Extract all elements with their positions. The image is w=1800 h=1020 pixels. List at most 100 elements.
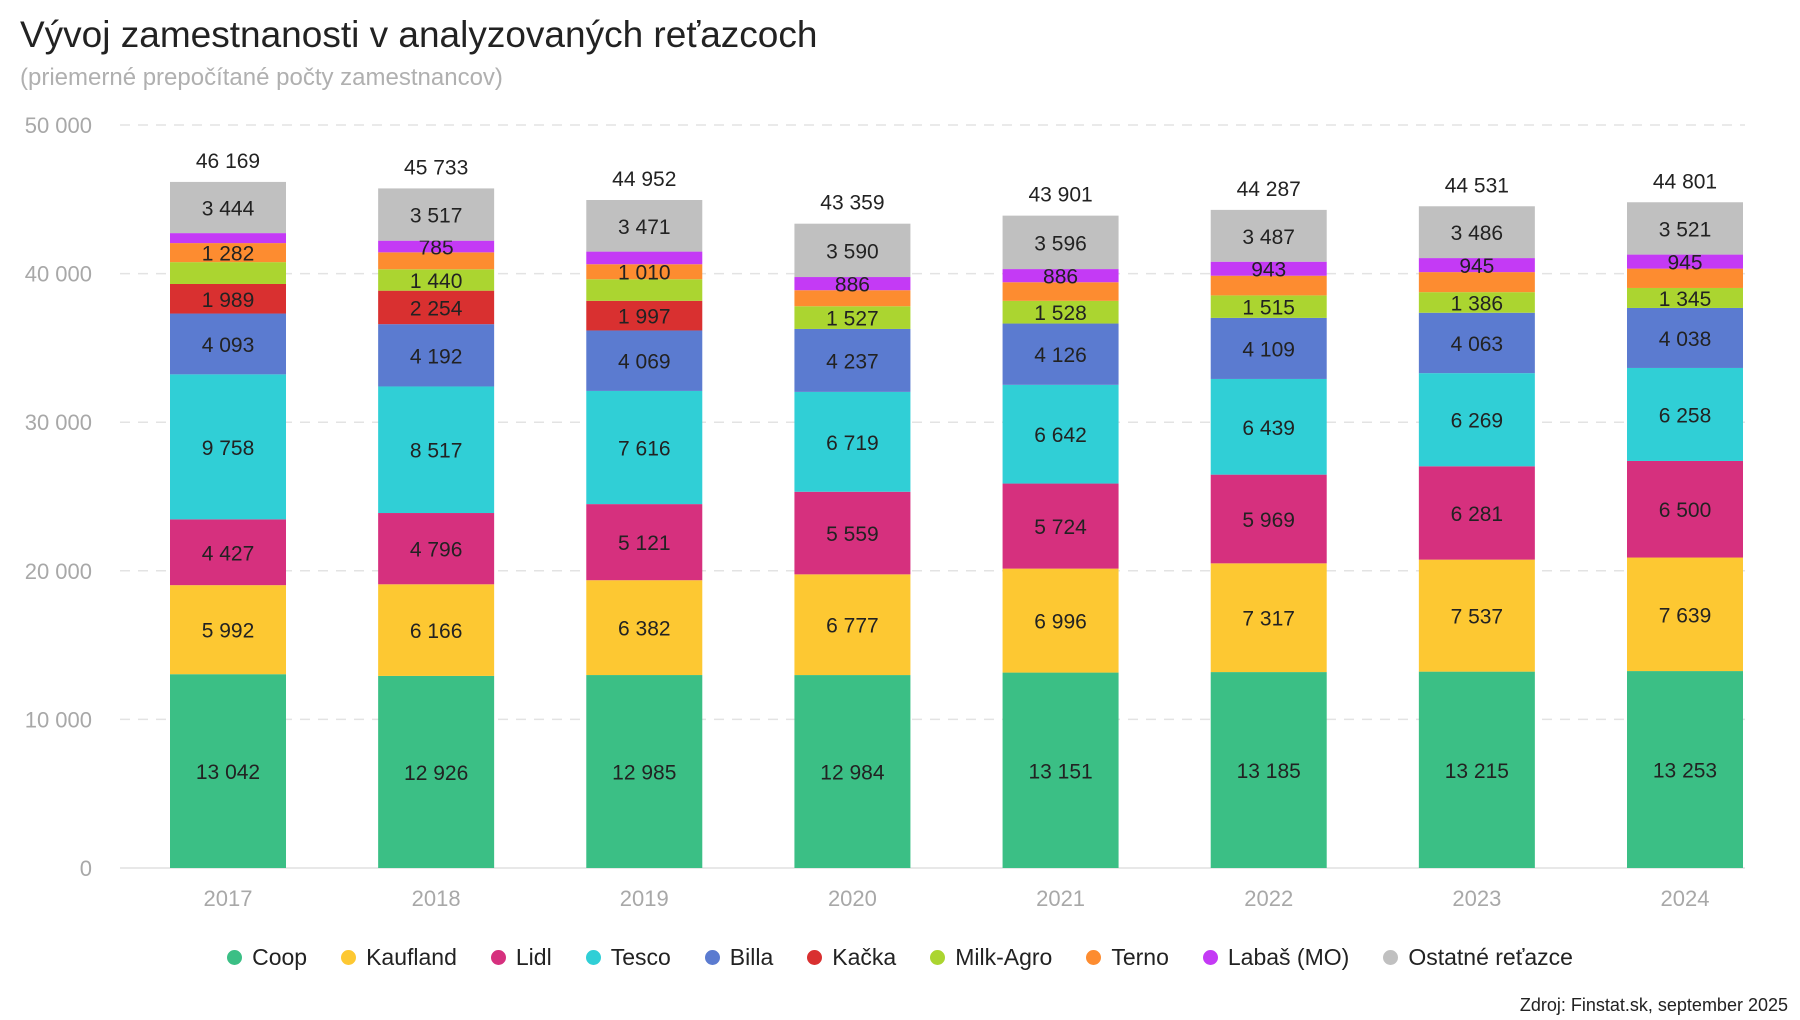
legend-label: Ostatné reťazce [1408, 944, 1573, 970]
bar-segment [1418, 292, 1535, 313]
bar-segment [794, 277, 911, 291]
legend-item[interactable]: Labaš (MO) [1202, 944, 1350, 971]
legend-item[interactable]: Terno [1086, 944, 1169, 971]
x-tick-label: 2019 [620, 886, 669, 911]
bar-segment [1210, 317, 1327, 379]
data-label: 1 386 [1451, 292, 1504, 315]
legend-label: Labaš (MO) [1227, 944, 1350, 970]
bar-segment [378, 386, 495, 514]
data-label: 4 109 [1242, 338, 1295, 361]
x-tick-label: 2021 [1036, 886, 1085, 911]
bar-segment [1627, 202, 1743, 255]
total-label: 44 531 [1445, 174, 1509, 197]
bar-segment [1210, 295, 1327, 318]
bar-segment [378, 584, 495, 676]
data-label: 1 282 [202, 243, 255, 266]
data-label: 6 719 [826, 432, 879, 455]
bar-segment [586, 675, 703, 868]
legend-dot-icon [1383, 950, 1399, 965]
data-label: 6 166 [410, 620, 463, 643]
bar-segment [586, 330, 703, 391]
bar-segment [1210, 261, 1327, 276]
data-label: 1 989 [202, 289, 255, 312]
bar-segment [1002, 300, 1119, 324]
bar-segment [1627, 268, 1743, 288]
data-label: 4 126 [1034, 344, 1087, 367]
bar-segment [586, 251, 703, 265]
bar-segment [1210, 275, 1327, 296]
data-label: 5 992 [202, 620, 255, 643]
data-label: 1 997 [618, 306, 671, 329]
data-label: 5 121 [618, 532, 671, 555]
data-label: 6 439 [1242, 417, 1295, 440]
bar-segment [586, 264, 703, 280]
total-label: 44 287 [1237, 178, 1301, 201]
legend: Coop Kaufland Lidl Tesco Billa Kačka Milk-Agro… [0, 944, 1800, 971]
data-label: 1 345 [1659, 288, 1712, 311]
bar-segment [586, 504, 703, 581]
bar-segment [1418, 272, 1535, 293]
total-label: 44 952 [612, 168, 676, 191]
data-label: 3 521 [1659, 218, 1712, 241]
data-label: 3 486 [1451, 222, 1504, 245]
bar-segment [1002, 568, 1119, 673]
bar-segment [794, 574, 911, 676]
data-label: 5 724 [1034, 516, 1087, 539]
data-label: 3 596 [1034, 232, 1087, 255]
bar-segment [794, 306, 911, 329]
data-label: 13 253 [1653, 760, 1717, 783]
data-label: 4 093 [202, 334, 255, 357]
legend-item[interactable]: Tesco [585, 944, 671, 971]
bar-segment [794, 675, 911, 868]
x-tick-label: 2023 [1452, 886, 1501, 911]
bar-segment [586, 300, 703, 331]
data-label: 7 639 [1659, 604, 1712, 627]
y-tick-label: 30 000 [25, 410, 92, 435]
legend-item[interactable]: Kaufland [341, 944, 457, 971]
y-tick-label: 40 000 [25, 262, 92, 287]
legend-item[interactable]: Lidl [490, 944, 552, 971]
x-tick-label: 2024 [1661, 886, 1710, 911]
bar-segment [170, 181, 286, 234]
data-label: 1 010 [618, 262, 671, 285]
legend-item[interactable]: Billa [704, 944, 773, 971]
data-label: 886 [835, 274, 870, 297]
bar-segment [1002, 384, 1119, 484]
data-label: 886 [1043, 266, 1078, 289]
data-label: 4 069 [618, 351, 671, 374]
legend-item[interactable]: Coop [227, 944, 307, 971]
legend-item[interactable]: Kačka [807, 944, 896, 971]
data-label: 4 192 [410, 345, 463, 368]
data-label: 1 527 [826, 308, 879, 331]
bar-segment [378, 324, 495, 387]
bar-segment [1210, 378, 1327, 475]
legend-label: Tesco [610, 944, 671, 970]
data-label: 12 984 [820, 762, 885, 785]
data-label: 943 [1251, 259, 1286, 282]
legend-item[interactable]: Ostatné reťazce [1383, 944, 1573, 971]
bar-segment [170, 283, 286, 314]
bar-segment [1627, 557, 1743, 672]
data-label: 5 969 [1242, 509, 1295, 532]
bar-segment [170, 233, 286, 244]
bar-segment [1418, 671, 1535, 868]
data-label: 6 269 [1451, 410, 1504, 433]
data-label: 1 515 [1242, 297, 1295, 320]
legend-item[interactable]: Milk-Agro [930, 944, 1052, 971]
bar-segment [1627, 460, 1743, 558]
legend-dot-icon [807, 950, 823, 965]
bar-segment [170, 262, 286, 284]
legend-dot-icon [930, 950, 946, 965]
legend-dot-icon [1086, 950, 1102, 965]
x-tick-label: 2020 [828, 886, 877, 911]
bar-segment [586, 390, 703, 505]
bar-segment [378, 188, 495, 241]
bar-segment [794, 223, 911, 278]
y-tick-label: 0 [80, 856, 92, 881]
bar-segment [1210, 209, 1327, 262]
bar-segment [378, 290, 495, 325]
total-label: 43 901 [1028, 184, 1092, 207]
data-label: 3 517 [410, 205, 463, 228]
data-label: 6 382 [618, 618, 671, 641]
legend-dot-icon [585, 950, 601, 965]
